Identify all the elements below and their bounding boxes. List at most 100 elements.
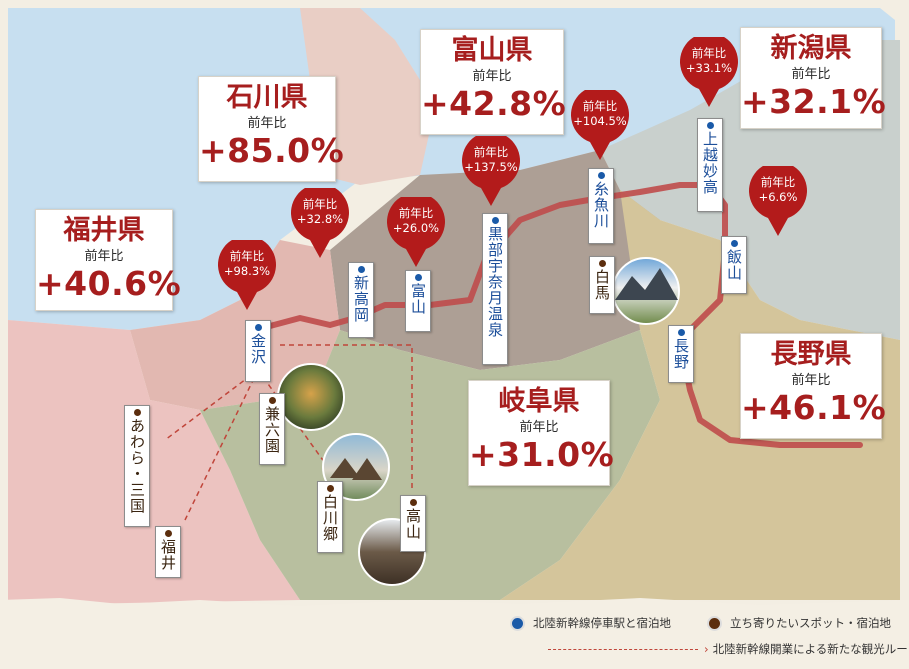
dashed-arrow-icon — [548, 648, 698, 650]
spot-dot-icon — [133, 409, 141, 416]
station-dot-icon — [357, 266, 365, 273]
pref-toyama: 富山県 前年比 +42.8% — [420, 29, 567, 135]
brown-dot-icon — [707, 615, 722, 631]
spot-dot-icon — [409, 499, 417, 506]
pin-kurobe: 前年比 +137.5% — [461, 136, 521, 208]
station-name: 富山 — [409, 283, 427, 315]
fukui-area — [8, 320, 300, 605]
pref-value: +31.0% — [469, 435, 615, 474]
pin-label: 前年比 — [691, 46, 727, 60]
nagano-area — [500, 190, 900, 600]
spot-awara: あわら・三国 — [124, 405, 150, 527]
pin-marker-icon — [387, 197, 445, 267]
pref-value: +40.6% — [36, 264, 182, 303]
pin-label: 前年比 — [398, 206, 434, 220]
pin-kanazawa: 前年比 +98.3% — [217, 240, 277, 312]
station-dot-icon — [491, 217, 499, 224]
pref-value: +85.0% — [199, 131, 345, 170]
pin-value: +98.3% — [223, 264, 271, 278]
pin-value: +104.5% — [573, 114, 627, 128]
pref-label: 前年比 — [247, 116, 287, 131]
spot-name: 兼六園 — [263, 406, 281, 454]
ishikawa-area — [130, 240, 340, 410]
pin-marker-icon — [749, 166, 807, 236]
pref-name: 富山県 — [451, 35, 533, 66]
station-name: 長野 — [672, 338, 690, 370]
arrow-head-icon: › — [704, 642, 709, 656]
pin-value: +137.5% — [464, 160, 518, 174]
station-dot-icon — [254, 324, 262, 331]
spot-fukui: 福井 — [155, 526, 181, 578]
pref-nagano: 長野県 前年比 +46.1% — [740, 333, 887, 439]
pref-label: 前年比 — [791, 373, 831, 388]
station-name: 飯山 — [725, 249, 743, 281]
spot-dot-icon — [268, 397, 276, 404]
station-dot-icon — [597, 172, 605, 179]
shinkansen-route — [252, 182, 863, 448]
pref-value: +42.8% — [421, 84, 567, 123]
pref-label: 前年比 — [791, 67, 831, 82]
pin-label: 前年比 — [229, 249, 265, 263]
pin-shin-takaoka: 前年比 +32.8% — [290, 188, 350, 260]
pref-name: 長野県 — [770, 339, 852, 370]
spot-name: 白川郷 — [321, 494, 339, 542]
station-dot-icon — [730, 240, 738, 247]
blue-dot-icon — [510, 615, 525, 631]
spot-name: 高山 — [404, 508, 422, 540]
station-nagano: 長野 — [668, 325, 694, 383]
legend-station-text: 北陸新幹線停車駅と宿泊地 — [533, 616, 671, 630]
pref-ishikawa: 石川県 前年比 +85.0% — [198, 76, 345, 182]
spot-name: あわら・三国 — [128, 418, 146, 514]
pref-fukui: 福井県 前年比 +40.6% — [35, 209, 182, 311]
pin-marker-icon — [571, 90, 629, 160]
station-name: 新高岡 — [352, 275, 370, 323]
pin-iiyama: 前年比 +6.6% — [748, 166, 808, 238]
legend: 北陸新幹線停車駅と宿泊地 立ち寄りたいスポット・宿泊地 › 北陸新幹線開業による… — [500, 612, 909, 662]
pref-name: 岐阜県 — [498, 386, 580, 417]
pref-value: +46.1% — [741, 388, 887, 427]
station-iiyama: 飯山 — [721, 236, 747, 294]
station-name: 黒部宇奈月温泉 — [486, 226, 504, 338]
spot-takayama: 高山 — [400, 495, 426, 552]
pin-label: 前年比 — [302, 197, 338, 211]
pin-label: 前年比 — [582, 99, 618, 113]
pin-marker-icon — [680, 37, 738, 107]
pin-value: +32.8% — [296, 212, 344, 226]
spot-shirakawago: 白川郷 — [317, 481, 343, 553]
spot-hakuba: 白馬 — [589, 256, 615, 314]
legend-route-text: 北陸新幹線開業による新たな観光ルート — [712, 642, 909, 656]
spot-dot-icon — [598, 260, 606, 267]
pref-name: 福井県 — [63, 215, 145, 246]
station-dot-icon — [414, 274, 422, 281]
pin-marker-icon — [291, 188, 349, 258]
legend-spot-text: 立ち寄りたいスポット・宿泊地 — [730, 616, 891, 630]
legend-station: 北陸新幹線停車駅と宿泊地 — [510, 615, 671, 631]
station-kurobe: 黒部宇奈月温泉 — [482, 213, 508, 365]
pin-value: +33.1% — [685, 61, 733, 75]
spot-name: 白馬 — [593, 269, 611, 301]
pref-gifu: 岐阜県 前年比 +31.0% — [468, 380, 615, 486]
spot-name: 福井 — [159, 539, 177, 571]
spot-kenrokuen: 兼六園 — [259, 393, 285, 465]
pin-joetsu: 前年比 +33.1% — [679, 37, 739, 109]
pin-value: +26.0% — [392, 221, 440, 235]
spot-dot-icon — [326, 485, 334, 492]
station-shin-takaoka: 新高岡 — [348, 262, 374, 338]
station-kanazawa: 金沢 — [245, 320, 271, 382]
pin-label: 前年比 — [760, 175, 796, 189]
pref-value: +32.1% — [741, 82, 887, 121]
paper-edge — [0, 598, 909, 669]
pref-niigata: 新潟県 前年比 +32.1% — [740, 27, 887, 129]
pref-name: 新潟県 — [770, 33, 852, 64]
pref-label: 前年比 — [84, 249, 124, 264]
pin-value: +6.6% — [758, 190, 798, 204]
legend-spot: 立ち寄りたいスポット・宿泊地 — [707, 615, 891, 631]
pref-name: 石川県 — [226, 82, 308, 113]
pin-marker-icon — [218, 240, 276, 310]
pref-label: 前年比 — [472, 69, 512, 84]
station-name: 金沢 — [249, 333, 267, 365]
pin-marker-icon — [462, 136, 520, 206]
kenrokuen-photo — [277, 363, 345, 431]
spot-dot-icon — [164, 530, 172, 537]
pref-label: 前年比 — [519, 420, 559, 435]
